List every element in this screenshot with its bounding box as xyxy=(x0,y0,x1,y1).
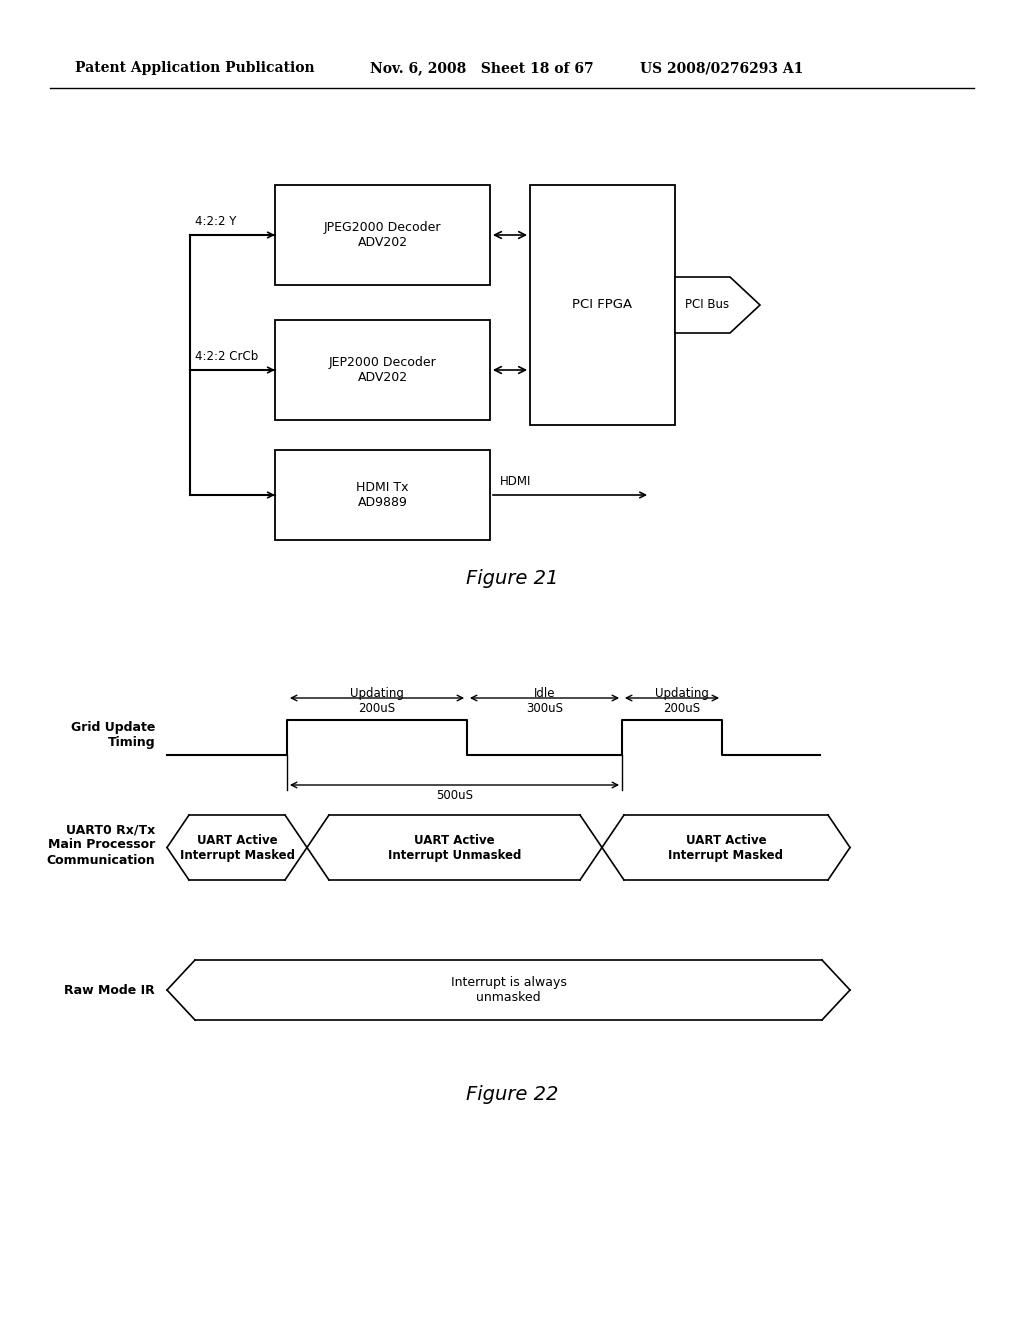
Text: 4:2:2 Y: 4:2:2 Y xyxy=(195,215,237,228)
Bar xyxy=(275,319,490,420)
Text: HDMI: HDMI xyxy=(500,475,531,488)
Text: Figure 22: Figure 22 xyxy=(466,1085,558,1105)
Polygon shape xyxy=(675,277,760,333)
Text: Figure 21: Figure 21 xyxy=(466,569,558,587)
Text: JEP2000 Decoder
ADV202: JEP2000 Decoder ADV202 xyxy=(329,356,436,384)
Text: UART Active
Interrupt Masked: UART Active Interrupt Masked xyxy=(669,833,783,862)
Bar xyxy=(530,185,675,425)
Text: Updating
200uS: Updating 200uS xyxy=(350,686,403,715)
Text: JPEG2000 Decoder
ADV202: JPEG2000 Decoder ADV202 xyxy=(324,220,441,249)
Text: HDMI Tx
AD9889: HDMI Tx AD9889 xyxy=(356,480,409,510)
Text: Raw Mode IR: Raw Mode IR xyxy=(65,983,155,997)
Text: US 2008/0276293 A1: US 2008/0276293 A1 xyxy=(640,61,804,75)
Text: UART Active
Interrupt Unmasked: UART Active Interrupt Unmasked xyxy=(388,833,521,862)
Bar xyxy=(275,450,490,540)
Text: Updating
200uS: Updating 200uS xyxy=(655,686,709,715)
Text: 4:2:2 CrCb: 4:2:2 CrCb xyxy=(195,350,258,363)
Text: 500uS: 500uS xyxy=(436,789,473,803)
Text: PCI Bus: PCI Bus xyxy=(685,298,729,312)
Text: Idle
300uS: Idle 300uS xyxy=(526,686,563,715)
Text: UART0 Rx/Tx
Main Processor
Communication: UART0 Rx/Tx Main Processor Communication xyxy=(46,824,155,866)
Text: UART Active
Interrupt Masked: UART Active Interrupt Masked xyxy=(179,833,295,862)
Bar xyxy=(275,185,490,285)
Text: Patent Application Publication: Patent Application Publication xyxy=(75,61,314,75)
Text: Interrupt is always
unmasked: Interrupt is always unmasked xyxy=(451,975,566,1005)
Text: Grid Update
Timing: Grid Update Timing xyxy=(71,721,155,748)
Text: Nov. 6, 2008   Sheet 18 of 67: Nov. 6, 2008 Sheet 18 of 67 xyxy=(370,61,594,75)
Text: PCI FPGA: PCI FPGA xyxy=(572,298,633,312)
